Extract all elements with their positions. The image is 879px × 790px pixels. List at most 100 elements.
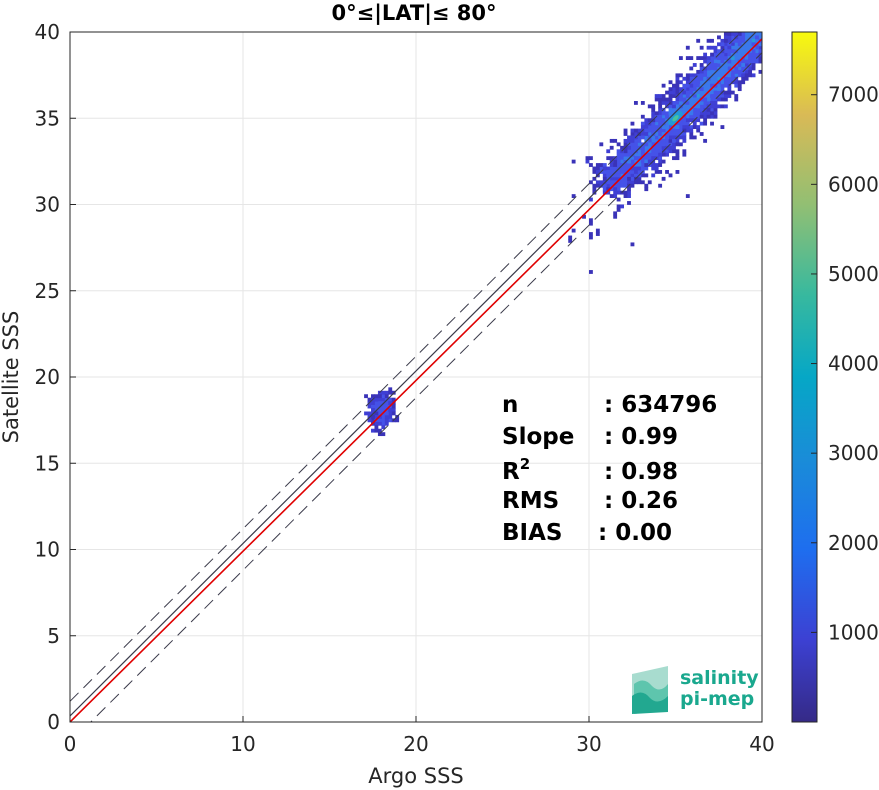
heatmap-cell <box>627 163 631 167</box>
heatmap-cell <box>741 63 746 67</box>
heatmap-cell <box>696 107 701 112</box>
heatmap-cell <box>689 56 694 60</box>
heatmap-cell <box>703 59 708 64</box>
heatmap-cell <box>658 142 663 147</box>
heatmap-cell <box>717 63 721 67</box>
heatmap-cell <box>644 152 649 157</box>
heatmap-cell <box>613 194 618 198</box>
heatmap-cell <box>682 104 687 109</box>
heatmap-cell <box>623 156 628 161</box>
heatmap-cell <box>748 69 753 74</box>
heatmap-cell <box>637 163 642 167</box>
heatmap-cell <box>633 180 638 185</box>
heatmap-cell <box>685 90 690 95</box>
heatmap-cell <box>675 142 680 147</box>
heatmap-cell <box>776 15 780 19</box>
heatmap-cell <box>678 142 683 147</box>
heatmap-cell <box>371 394 375 399</box>
heatmap-cell <box>713 73 718 78</box>
heatmap-cell <box>678 94 683 98</box>
y-tick-label: 10 <box>35 538 60 562</box>
heatmap-cell <box>678 107 683 112</box>
heatmap-cell <box>582 214 586 219</box>
heatmap-cell <box>751 35 756 40</box>
heatmap-cell <box>741 32 746 36</box>
heatmap-cell <box>678 56 683 60</box>
heatmap-cell <box>720 66 725 71</box>
heatmap-cell <box>758 56 762 60</box>
heatmap-cell <box>672 138 676 143</box>
heatmap-cell <box>381 408 386 412</box>
heatmap-cell <box>640 152 645 157</box>
heatmap-cell <box>703 83 708 88</box>
heatmap-cell <box>606 180 611 185</box>
heatmap-cell <box>734 56 739 60</box>
heatmap-cell <box>633 166 638 171</box>
heatmap-cell <box>606 183 611 188</box>
heatmap-cell <box>633 156 638 161</box>
heatmap-cell <box>685 56 690 60</box>
heatmap-cell <box>727 87 732 92</box>
heatmap-cell <box>762 42 766 46</box>
heatmap-cell <box>706 73 711 78</box>
heatmap-cell <box>384 401 389 405</box>
heatmap-cell <box>758 49 762 54</box>
heatmap-cell <box>755 15 759 19</box>
heatmap-cell <box>685 76 690 81</box>
heatmap-cell <box>703 121 708 126</box>
heatmap-cell <box>637 159 642 164</box>
colorbar-tick-label: 5000 <box>828 262 879 286</box>
heatmap-cell <box>769 25 773 29</box>
heatmap-cell <box>388 397 393 402</box>
heatmap-cell <box>682 87 687 92</box>
heatmap-cell <box>717 59 721 64</box>
heatmap-cell <box>706 83 711 88</box>
heatmap-cell <box>672 125 676 129</box>
heatmap-cell <box>630 149 635 154</box>
heatmap-cell <box>744 32 749 36</box>
heatmap-cell <box>633 173 638 178</box>
heatmap-cell <box>710 76 714 81</box>
heatmap-cell <box>595 180 600 185</box>
x-tick-label: 40 <box>749 732 774 756</box>
heatmap-cell <box>602 187 607 192</box>
heatmap-cell <box>734 59 739 64</box>
heatmap-cell <box>654 97 659 102</box>
heatmap-cell <box>696 94 701 98</box>
heatmap-cell <box>703 138 708 143</box>
heatmap-cell <box>668 97 673 102</box>
heatmap-cell <box>713 63 718 67</box>
heatmap-cell <box>668 104 673 109</box>
heatmap-cell <box>717 49 721 54</box>
heatmap-cell <box>651 145 656 150</box>
heatmap-cell <box>661 145 666 150</box>
heatmap-cell <box>381 397 386 402</box>
heatmap-cell <box>727 52 732 57</box>
heatmap-cell <box>762 35 766 39</box>
heatmap-cell <box>668 111 673 116</box>
heatmap-cell <box>675 132 680 136</box>
heatmap-cell <box>658 121 663 126</box>
heatmap-cell <box>627 145 631 150</box>
heatmap-cell <box>585 159 590 164</box>
heatmap-cell <box>710 114 714 119</box>
heatmap-cell <box>627 159 631 164</box>
heatmap-cell <box>727 59 732 64</box>
heatmap-cell <box>706 101 711 105</box>
heatmap-cell <box>748 8 752 12</box>
y-tick-label: 40 <box>35 20 60 44</box>
heatmap-cell <box>734 94 739 98</box>
heatmap-cell <box>692 111 697 116</box>
heatmap-cell <box>720 83 725 88</box>
heatmap-cell <box>637 142 642 147</box>
heatmap-cell <box>762 15 766 19</box>
heatmap-cell <box>772 60 776 64</box>
heatmap-cell <box>668 90 673 95</box>
heatmap-cell <box>381 421 386 426</box>
heatmap-cell <box>651 173 656 178</box>
heatmap-cell <box>696 80 701 85</box>
heatmap-cell <box>602 166 607 171</box>
heatmap-cell <box>734 80 739 85</box>
heatmap-cell <box>609 163 614 167</box>
y-tick-label: 25 <box>35 279 60 303</box>
